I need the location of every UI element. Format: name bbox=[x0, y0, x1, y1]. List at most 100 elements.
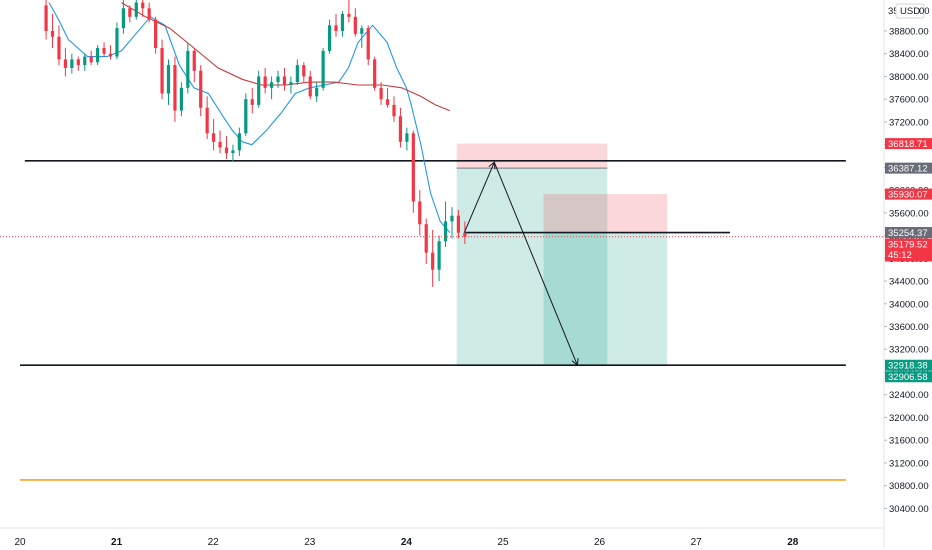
candle-body bbox=[44, 5, 48, 31]
y-tick-label: 32000.00 bbox=[889, 413, 929, 424]
y-tick-label: 30400.00 bbox=[889, 504, 929, 515]
price-badge-text: 35254.37 bbox=[888, 228, 928, 239]
candle-body bbox=[269, 82, 274, 88]
price-badge-0: 36818.71 bbox=[885, 138, 932, 150]
candle-body bbox=[437, 241, 441, 270]
y-axis-badges: 36818.71 36387.12 35930.07 35254.3735179.52… bbox=[885, 138, 932, 383]
y-tick-label: 35600.00 bbox=[889, 208, 929, 219]
arrow-head-0-0 bbox=[488, 161, 496, 170]
candles bbox=[44, 0, 467, 287]
candle-body bbox=[108, 53, 113, 57]
price-badge-bg bbox=[885, 162, 932, 174]
candle-body bbox=[173, 65, 177, 111]
candle-body bbox=[57, 36, 61, 60]
y-tick-label: 30800.00 bbox=[889, 481, 929, 492]
y-axis-partial-label: 35 bbox=[888, 6, 899, 17]
price-badge-text: 35179.52 bbox=[888, 239, 928, 250]
y-tick-label: 34400.00 bbox=[889, 277, 929, 288]
candle-body bbox=[424, 224, 428, 253]
candle-body bbox=[231, 150, 235, 154]
candle-body bbox=[353, 16, 357, 34]
x-tick-label: 22 bbox=[208, 537, 220, 548]
candle-body bbox=[302, 65, 306, 77]
y-tick-label: 38400.00 bbox=[889, 49, 929, 60]
candle-body bbox=[276, 76, 280, 83]
candle-body bbox=[398, 116, 403, 142]
x-tick-label: 27 bbox=[691, 537, 703, 548]
price-badge-bg bbox=[885, 238, 932, 262]
y-tick-label: 37600.00 bbox=[889, 95, 929, 106]
position-boxes bbox=[456, 143, 668, 366]
candle-body bbox=[147, 8, 151, 20]
candle-body bbox=[456, 215, 461, 233]
price-badge-3: 35254.37 bbox=[885, 226, 932, 239]
candle-body bbox=[128, 8, 132, 17]
y-axis-partial-label-tail: 00 bbox=[919, 6, 930, 17]
moving-average-1 bbox=[121, 2, 451, 112]
target-zone-1 bbox=[543, 232, 668, 366]
arrows bbox=[463, 160, 579, 367]
unit-label: USD bbox=[900, 6, 920, 17]
candle-body bbox=[366, 28, 370, 60]
candle-body bbox=[141, 2, 145, 9]
y-tick-label: 33600.00 bbox=[889, 322, 929, 333]
price-badge-bg bbox=[885, 371, 932, 383]
candle-body bbox=[263, 76, 267, 88]
moving-average-0 bbox=[48, 2, 451, 234]
x-tick-label: 25 bbox=[497, 537, 509, 548]
candle-body bbox=[443, 221, 448, 242]
candle-body bbox=[392, 104, 396, 117]
price-badge-countdown: 45:12 bbox=[888, 250, 912, 261]
candle-body bbox=[237, 133, 241, 151]
candle-body bbox=[379, 87, 383, 100]
target-zone-0 bbox=[456, 168, 608, 366]
x-tick-label: 24 bbox=[401, 537, 413, 548]
x-tick-label: 21 bbox=[111, 537, 123, 548]
candle-body bbox=[224, 147, 229, 154]
x-tick-label: 23 bbox=[304, 537, 316, 548]
price-badge-bg bbox=[885, 359, 932, 371]
candle-body bbox=[76, 59, 80, 66]
unit-badge[interactable] bbox=[895, 3, 925, 19]
price-badge-text: 32906.58 bbox=[888, 372, 928, 383]
y-axis[interactable]: 35 USD 00 38800.00 38400.00 38000.00 37600.… bbox=[883, 0, 930, 548]
candle-body bbox=[418, 201, 422, 225]
candle-body bbox=[160, 48, 164, 94]
candle-body bbox=[134, 2, 138, 17]
price-badge-text: 36818.71 bbox=[888, 139, 928, 150]
candle-body bbox=[360, 28, 364, 34]
plot-area[interactable] bbox=[0, 0, 883, 481]
candle-body bbox=[315, 87, 319, 97]
x-axis[interactable]: 20 21 22 23 24 25 26 27 28 bbox=[0, 527, 884, 548]
x-tick-label: 20 bbox=[14, 537, 26, 548]
price-badge-text: 32918.38 bbox=[888, 361, 928, 372]
candle-body bbox=[154, 19, 158, 49]
y-tick-label: 32400.00 bbox=[889, 390, 929, 401]
candle-body bbox=[166, 65, 171, 94]
y-tick-label: 31200.00 bbox=[889, 458, 929, 469]
candle-body bbox=[244, 99, 248, 134]
stop-zone-0 bbox=[456, 143, 608, 169]
candle-body bbox=[50, 31, 55, 37]
price-badge-bg bbox=[885, 188, 932, 200]
horizontal-lines bbox=[20, 159, 846, 481]
candle-body bbox=[205, 107, 209, 134]
candle-body bbox=[308, 76, 312, 97]
candle-body bbox=[282, 76, 287, 85]
candle-body bbox=[334, 25, 338, 31]
price-badge-text: 35930.07 bbox=[888, 189, 928, 200]
candle-body bbox=[250, 99, 254, 105]
price-badge-6: 32906.58 bbox=[885, 371, 932, 383]
candle-body bbox=[405, 133, 409, 142]
price-badge-5: 32918.38 bbox=[885, 359, 932, 372]
candle-body bbox=[431, 252, 435, 270]
candle-body bbox=[115, 28, 119, 57]
price-badge-bg bbox=[885, 138, 932, 150]
moving-averages bbox=[48, 2, 451, 234]
candle-body bbox=[192, 50, 196, 71]
candle-body bbox=[321, 50, 325, 88]
stop-zone-1 bbox=[543, 194, 668, 233]
candle-body bbox=[347, 13, 351, 17]
